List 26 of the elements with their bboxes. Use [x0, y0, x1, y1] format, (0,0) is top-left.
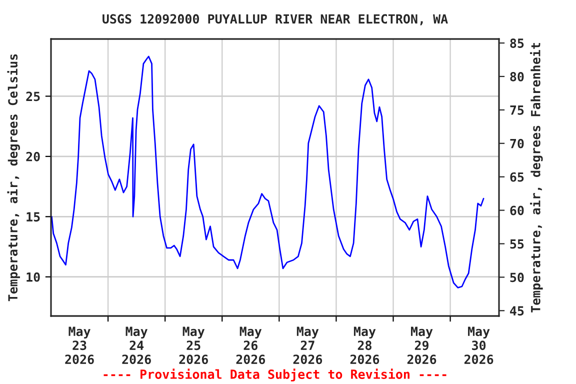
x-tick-label: May 29 2026: [407, 326, 436, 364]
y2-tick-label: 85: [510, 38, 524, 48]
y2-tick-label: 70: [510, 138, 524, 148]
y2-tick-label: 45: [510, 306, 524, 316]
x-tick-label: May 23 2026: [65, 326, 94, 364]
y-tick-label: 20: [26, 152, 40, 162]
y2-tick-label: 75: [510, 106, 524, 115]
x-tick-label: May 28 2026: [350, 326, 380, 364]
y2-tick-label: 80: [510, 72, 524, 82]
y-tick-label: 15: [26, 212, 40, 222]
x-tick-label: May 30 2026: [464, 326, 494, 364]
x-tick-label: May 27 2026: [293, 326, 322, 364]
y-tick-label: 25: [26, 92, 40, 102]
text: ---- Provisional Data Subject to Revision ----: [104, 368, 446, 382]
y2-tick-label: 60: [510, 206, 524, 216]
y-axis-title: Temperature, air, degrees Celsius: [7, 54, 20, 302]
y2-axis-title: Temperature, air, degrees Fahrenheit: [530, 43, 543, 312]
x-tick-label: May 24 2026: [122, 326, 151, 364]
y-tick-label: 10: [26, 272, 40, 282]
y2-tick-label: 55: [510, 239, 524, 249]
x-tick-label: May 25 2026: [179, 326, 208, 364]
y2-tick-label: 50: [510, 272, 524, 282]
y2-tick-label: 65: [510, 172, 524, 182]
chart-title: USGS 12092000 PUYALLUP RIVER NEAR ELECTRON, WA: [102, 14, 448, 26]
x-tick-label: May 26 2026: [236, 326, 266, 364]
line-series: [51, 56, 484, 288]
